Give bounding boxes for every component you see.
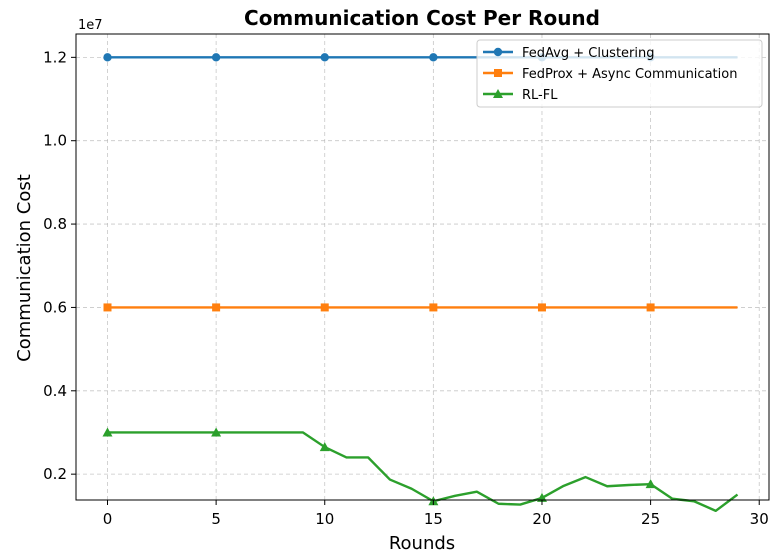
- y-tick-label: 1.0: [43, 132, 67, 150]
- data-point: [103, 303, 112, 312]
- data-point: [537, 303, 546, 312]
- x-tick-label: 5: [211, 510, 221, 528]
- ticks: 0 5 10 15 20 25 30 0.2 0.4 0.6 0.8 1.0 1.2: [43, 48, 769, 528]
- legend: FedAvg + Clustering FedProx + Async Commu…: [476, 39, 763, 108]
- series-1: [103, 303, 738, 312]
- data-point: [319, 442, 330, 452]
- data-point: [320, 303, 329, 312]
- x-tick-label: 30: [750, 510, 769, 528]
- y-tick-label: 0.6: [43, 298, 67, 316]
- x-tick-label: 25: [641, 510, 660, 528]
- legend-label: RL-FL: [522, 88, 558, 103]
- x-axis-label: Rounds: [389, 533, 455, 554]
- series-2: [102, 427, 739, 513]
- y-tick-label: 0.2: [43, 465, 67, 483]
- series-layer: [102, 53, 739, 513]
- data-point: [212, 303, 221, 312]
- legend-marker: [494, 69, 502, 77]
- data-point: [429, 303, 438, 312]
- legend-label: FedAvg + Clustering: [522, 46, 655, 61]
- legend-box: [476, 39, 763, 108]
- data-point: [211, 53, 221, 62]
- data-point: [646, 303, 655, 312]
- y-tick-label: 1.2: [43, 48, 67, 66]
- data-point: [429, 53, 438, 62]
- series-line: [107, 431, 739, 513]
- legend-marker: [493, 47, 503, 57]
- data-point: [211, 427, 222, 437]
- y-tick-label: 0.4: [43, 382, 67, 400]
- plot-frame: [75, 33, 770, 501]
- data-point: [645, 479, 656, 489]
- x-tick-label: 15: [424, 510, 443, 528]
- legend-label: FedProx + Async Communication: [522, 67, 737, 82]
- y-tick-label: 0.8: [43, 215, 67, 233]
- y-offset-label: 1e7: [78, 18, 103, 33]
- x-tick-label: 20: [532, 510, 551, 528]
- chart-title: Communication Cost Per Round: [244, 6, 600, 30]
- legend-marker: [493, 89, 503, 98]
- data-point: [102, 427, 113, 437]
- data-point: [103, 53, 112, 62]
- x-tick-label: 0: [103, 510, 113, 528]
- x-tick-label: 10: [315, 510, 334, 528]
- y-axis-label: Communication Cost: [14, 174, 35, 362]
- data-point: [320, 53, 329, 62]
